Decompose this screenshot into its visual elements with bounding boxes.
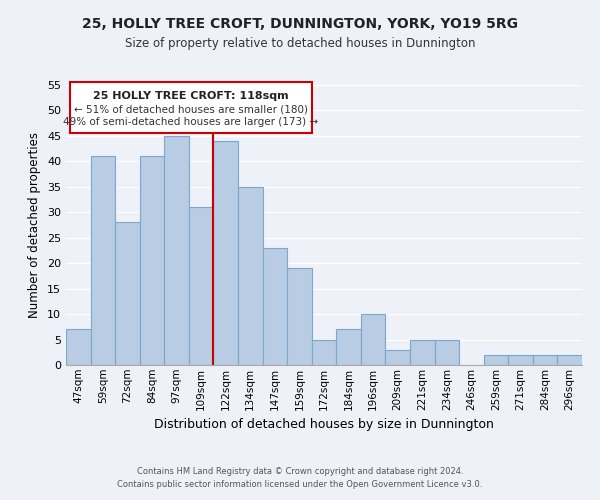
Bar xyxy=(238,187,263,365)
Bar xyxy=(533,355,557,365)
Y-axis label: Number of detached properties: Number of detached properties xyxy=(28,132,41,318)
FancyBboxPatch shape xyxy=(70,82,312,134)
Bar xyxy=(263,248,287,365)
Bar xyxy=(361,314,385,365)
Bar xyxy=(164,136,189,365)
Bar xyxy=(410,340,434,365)
Text: Contains HM Land Registry data © Crown copyright and database right 2024.: Contains HM Land Registry data © Crown c… xyxy=(137,467,463,476)
Bar xyxy=(312,340,336,365)
Bar xyxy=(115,222,140,365)
Bar xyxy=(287,268,312,365)
Bar xyxy=(508,355,533,365)
Text: 25, HOLLY TREE CROFT, DUNNINGTON, YORK, YO19 5RG: 25, HOLLY TREE CROFT, DUNNINGTON, YORK, … xyxy=(82,18,518,32)
Bar xyxy=(66,330,91,365)
Text: ← 51% of detached houses are smaller (180): ← 51% of detached houses are smaller (18… xyxy=(74,104,308,115)
Bar xyxy=(557,355,582,365)
Bar xyxy=(214,141,238,365)
Text: Size of property relative to detached houses in Dunnington: Size of property relative to detached ho… xyxy=(125,38,475,51)
X-axis label: Distribution of detached houses by size in Dunnington: Distribution of detached houses by size … xyxy=(154,418,494,431)
Bar xyxy=(91,156,115,365)
Bar xyxy=(484,355,508,365)
Text: 49% of semi-detached houses are larger (173) →: 49% of semi-detached houses are larger (… xyxy=(63,116,318,126)
Bar xyxy=(336,330,361,365)
Bar xyxy=(434,340,459,365)
Text: 25 HOLLY TREE CROFT: 118sqm: 25 HOLLY TREE CROFT: 118sqm xyxy=(93,91,289,101)
Bar xyxy=(140,156,164,365)
Text: Contains public sector information licensed under the Open Government Licence v3: Contains public sector information licen… xyxy=(118,480,482,489)
Bar xyxy=(385,350,410,365)
Bar xyxy=(189,207,214,365)
